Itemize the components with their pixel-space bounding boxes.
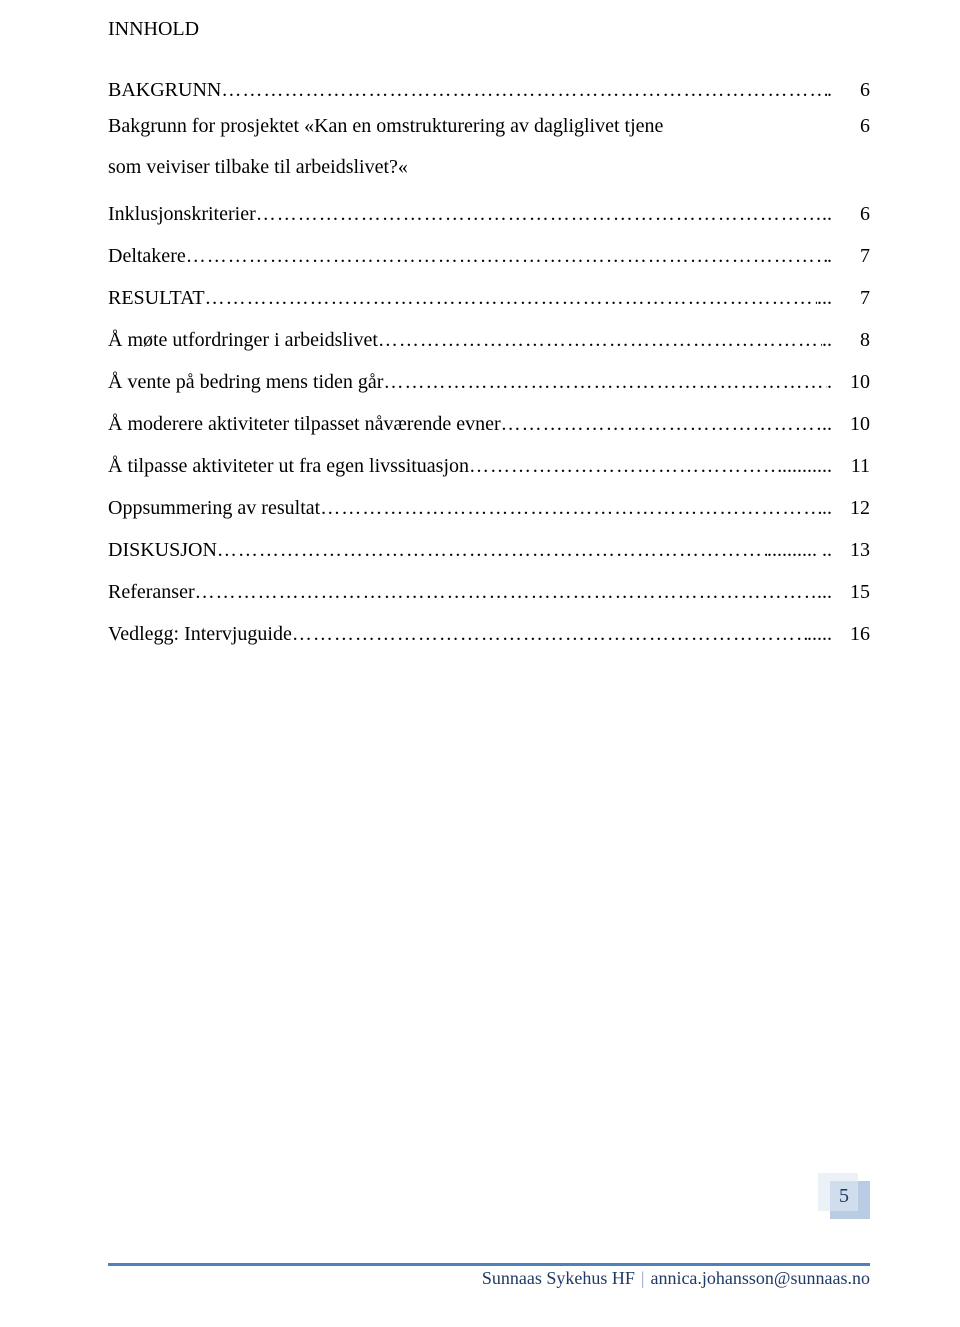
toc-leader: ……………………………………………………………………………………………………………	[221, 69, 827, 111]
page-footer: Sunnaas Sykehus HF | annica.johansson@su…	[0, 1263, 960, 1289]
toc-leader-suffix: ..	[822, 487, 832, 529]
toc-row: DISKUSJON …………………………………………………………………………………	[108, 529, 870, 571]
toc-label: Bakgrunn for prosjektet «Kan en omstrukt…	[108, 111, 663, 142]
toc-row: Å tilpasse aktiviteter ut fra egen livss…	[108, 445, 870, 487]
toc-label: Vedlegg: Intervjuguide	[108, 613, 292, 655]
toc-leader: ……………………………………………………………………………………………………………	[383, 361, 827, 403]
footer-line: Sunnaas Sykehus HF | annica.johansson@su…	[108, 1263, 870, 1289]
toc-page: 12	[832, 487, 870, 529]
toc-page: 16	[832, 613, 870, 655]
toc-row: Inklusjonskriterier ………………………………………………………	[108, 193, 870, 235]
toc-label: RESULTAT	[108, 277, 205, 319]
toc-row: Deltakere …………………………………………………………………………………	[108, 235, 870, 277]
toc-leader-suffix: ..	[822, 403, 832, 445]
footer-separator: |	[635, 1268, 651, 1289]
toc-page: 6	[832, 193, 870, 235]
page-body: INNHOLD BAKGRUNN ………………………………………………………………	[0, 0, 960, 655]
toc-leader-suffix: ..	[822, 319, 832, 361]
toc-label: Å møte utfordringer i arbeidslivet	[108, 319, 378, 361]
toc-leader: ……………………………………………………………………………………………………………	[292, 613, 807, 655]
toc-row: Å moderere aktiviteter tilpasset nåværen…	[108, 403, 870, 445]
toc-leader: ……………………………………………………………………………………………………………	[469, 445, 782, 487]
toc-label: Inklusjonskriterier	[108, 193, 256, 235]
toc-row: Vedlegg: Intervjuguide ………………………………………………	[108, 613, 870, 655]
toc-leader-suffix: .....	[807, 613, 832, 655]
toc-label: BAKGRUNN	[108, 69, 221, 111]
toc-page: 13	[832, 529, 870, 571]
toc-label: Å tilpasse aktiviteter ut fra egen livss…	[108, 445, 469, 487]
toc-label: Referanser	[108, 571, 195, 613]
toc-label: DISKUSJON	[108, 529, 217, 571]
toc-page: 6	[832, 111, 870, 142]
toc-leader: ……………………………………………………………………………………………………………	[217, 529, 767, 571]
toc-leader-suffix: ...	[817, 571, 832, 613]
toc-leader: ……………………………………………………………………………………………………………	[186, 235, 827, 277]
page-number: 5	[839, 1185, 849, 1208]
toc-row: Referanser ………………………………………………………………………………	[108, 571, 870, 613]
footer-org: Sunnaas Sykehus HF	[482, 1268, 635, 1289]
toc-leader: ……………………………………………………………………………………………………………	[378, 319, 822, 361]
toc-row: Å vente på bedring mens tiden går …………………	[108, 361, 870, 403]
toc-row: BAKGRUNN ……………………………………………………………………………………	[108, 69, 870, 111]
toc-label: Deltakere	[108, 235, 186, 277]
toc-page: 8	[832, 319, 870, 361]
toc-leader: ……………………………………………………………………………………………………………	[501, 403, 822, 445]
toc-label: Å moderere aktiviteter tilpasset nåværen…	[108, 403, 501, 445]
toc-page: 7	[832, 235, 870, 277]
toc-page: 6	[832, 69, 870, 111]
toc-page: 11	[832, 445, 870, 487]
toc-container: BAKGRUNN ……………………………………………………………………………………	[108, 69, 870, 655]
footer-email: annica.johansson@sunnaas.no	[650, 1268, 870, 1289]
toc-leader-suffix: ..........	[782, 445, 832, 487]
toc-leader: ……………………………………………………………………………………………………………	[256, 193, 822, 235]
toc-page: 10	[832, 361, 870, 403]
toc-row: Å møte utfordringer i arbeidslivet ………………	[108, 319, 870, 361]
toc-label: Å vente på bedring mens tiden går	[108, 361, 383, 403]
toc-page: 10	[832, 403, 870, 445]
toc-label: som veiviser tilbake til arbeidslivet?«	[108, 152, 408, 183]
toc-heading: INNHOLD	[108, 18, 870, 41]
toc-leader: ……………………………………………………………………………………………………………	[320, 487, 822, 529]
toc-leader-suffix: ...	[817, 277, 832, 319]
toc-label: Oppsummering av resultat	[108, 487, 320, 529]
toc-row: Bakgrunn for prosjektet «Kan en omstrukt…	[108, 111, 870, 183]
toc-row: Oppsummering av resultat …………………………………………	[108, 487, 870, 529]
toc-leader: ……………………………………………………………………………………………………………	[195, 571, 817, 613]
page-number-box: 5	[818, 1173, 870, 1219]
toc-page: 7	[832, 277, 870, 319]
toc-page: 15	[832, 571, 870, 613]
toc-leader-suffix: .......... ..	[767, 529, 832, 571]
toc-leader-suffix: ..	[822, 193, 832, 235]
toc-leader: ……………………………………………………………………………………………………………	[205, 277, 817, 319]
toc-row: RESULTAT ……………………………………………………………………………………	[108, 277, 870, 319]
